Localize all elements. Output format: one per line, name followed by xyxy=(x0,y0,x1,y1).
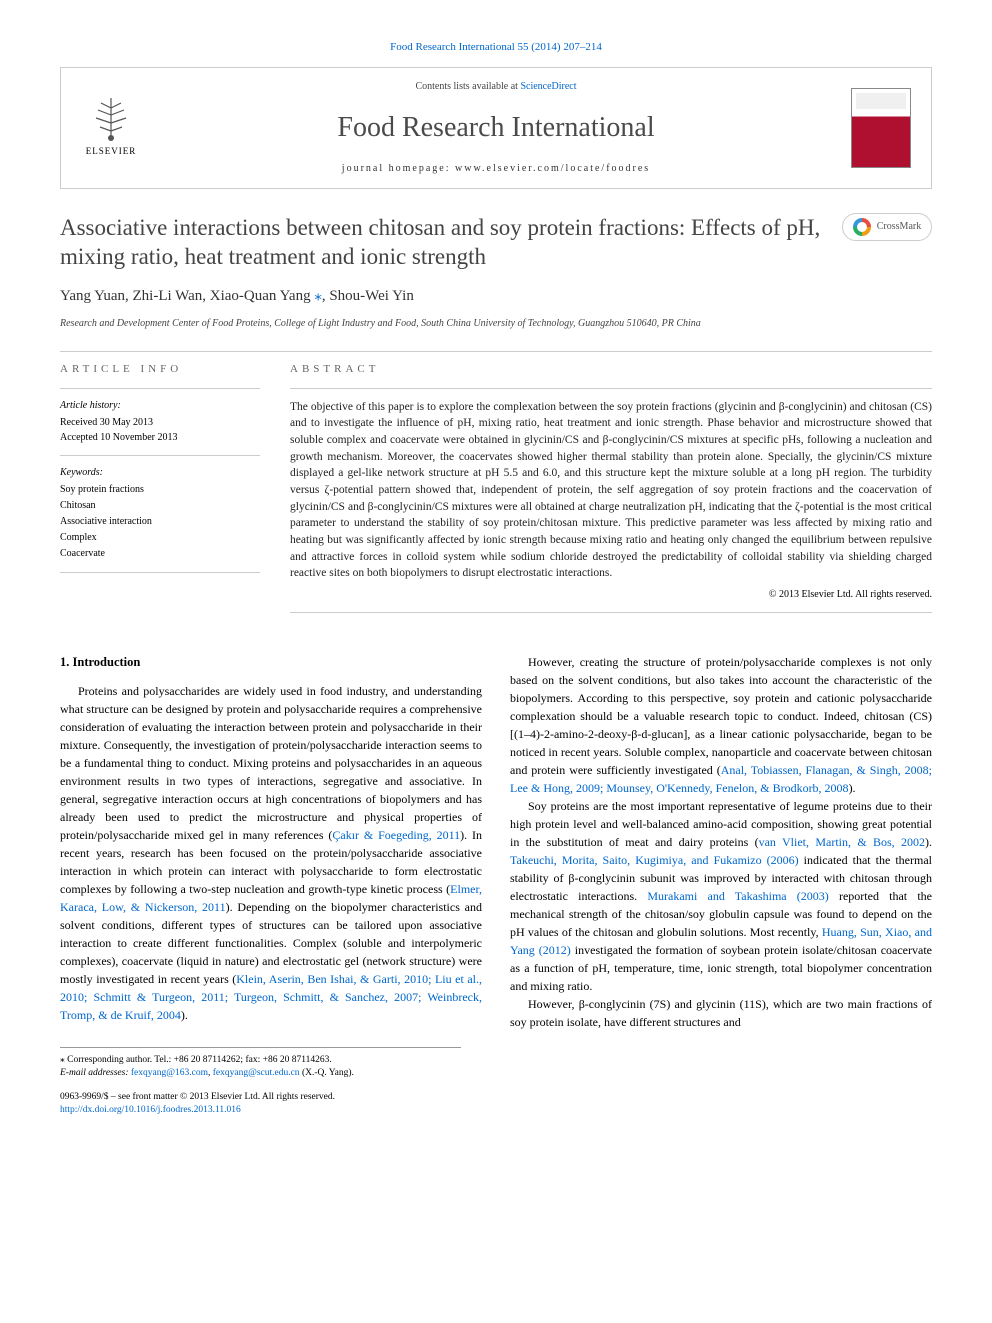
keyword: Soy protein fractions xyxy=(60,482,260,498)
body-text: However, creating the structure of prote… xyxy=(510,655,932,777)
affiliation: Research and Development Center of Food … xyxy=(60,317,932,331)
issn-line: 0963-9969/$ – see front matter © 2013 El… xyxy=(60,1091,335,1104)
body-text: ). xyxy=(925,835,932,849)
abstract-column: ABSTRACT The objective of this paper is … xyxy=(290,362,932,623)
email-footnote: E-mail addresses: fexqyang@163.com, fexq… xyxy=(60,1067,461,1080)
corresponding-author-footnote: ⁎ Corresponding author. Tel.: +86 20 871… xyxy=(60,1054,461,1067)
email-link[interactable]: fexqyang@163.com xyxy=(131,1068,208,1078)
received-date: Received 30 May 2013 xyxy=(60,415,260,430)
divider xyxy=(60,455,260,456)
keywords-list: Soy protein fractions Chitosan Associati… xyxy=(60,482,260,562)
abstract-text: The objective of this paper is to explor… xyxy=(290,399,932,582)
history-label: Article history: xyxy=(60,399,260,413)
body-text: investigated the formation of soybean pr… xyxy=(510,943,932,993)
section-heading-intro: 1. Introduction xyxy=(60,653,482,672)
body-paragraph: Proteins and polysaccharides are widely … xyxy=(60,682,482,1024)
article-title: Associative interactions between chitosa… xyxy=(60,213,932,273)
accepted-date: Accepted 10 November 2013 xyxy=(60,430,260,445)
corresponding-author-marker[interactable]: ⁎ xyxy=(314,288,322,304)
footer-left: 0963-9969/$ – see front matter © 2013 El… xyxy=(60,1091,335,1118)
homepage-line: journal homepage: www.elsevier.com/locat… xyxy=(141,162,851,176)
divider xyxy=(60,388,260,389)
article-header: CrossMark Associative interactions betwe… xyxy=(60,213,932,332)
authors-line: Yang Yuan, Zhi-Li Wan, Xiao-Quan Yang ⁎,… xyxy=(60,286,932,307)
body-text: Proteins and polysaccharides are widely … xyxy=(60,684,482,842)
keyword: Associative interaction xyxy=(60,514,260,530)
citation-link[interactable]: Çakır & Foegeding, 2011 xyxy=(332,828,460,842)
footnotes: ⁎ Corresponding author. Tel.: +86 20 871… xyxy=(60,1047,461,1081)
page-footer: 0963-9969/$ – see front matter © 2013 El… xyxy=(60,1091,932,1118)
divider xyxy=(60,572,260,573)
divider xyxy=(290,612,932,613)
crossmark-icon xyxy=(853,218,871,236)
keywords-label: Keywords: xyxy=(60,466,260,480)
email-link[interactable]: fexqyang@scut.edu.cn xyxy=(213,1068,300,1078)
keyword: Chitosan xyxy=(60,498,260,514)
authors-tail: , Shou-Wei Yin xyxy=(322,288,414,304)
divider xyxy=(60,351,932,352)
homepage-prefix: journal homepage: xyxy=(342,163,455,174)
abstract-copyright: © 2013 Elsevier Ltd. All rights reserved… xyxy=(290,588,932,602)
abstract-heading: ABSTRACT xyxy=(290,362,932,377)
journal-reference: Food Research International 55 (2014) 20… xyxy=(60,40,932,55)
keyword: Coacervate xyxy=(60,546,260,562)
publisher-name: ELSEVIER xyxy=(86,145,137,158)
elsevier-logo: ELSEVIER xyxy=(81,93,141,163)
contents-prefix: Contents lists available at xyxy=(415,81,520,92)
body-paragraph: However, creating the structure of prote… xyxy=(510,653,932,797)
doi-link[interactable]: http://dx.doi.org/10.1016/j.foodres.2013… xyxy=(60,1105,241,1115)
journal-header: ELSEVIER Contents lists available at Sci… xyxy=(60,67,932,188)
crossmark-badge[interactable]: CrossMark xyxy=(842,213,932,241)
divider xyxy=(290,388,932,389)
header-center: Contents lists available at ScienceDirec… xyxy=(141,80,851,175)
main-body: 1. Introduction Proteins and polysacchar… xyxy=(60,653,932,1031)
citation-link[interactable]: van Vliet, Martin, & Bos, 2002 xyxy=(759,835,925,849)
homepage-url: www.elsevier.com/locate/foodres xyxy=(455,163,650,174)
email-tail: (X.-Q. Yang). xyxy=(300,1068,354,1078)
journal-cover-thumbnail xyxy=(851,88,911,168)
contents-line: Contents lists available at ScienceDirec… xyxy=(141,80,851,94)
body-paragraph: However, β-conglycinin (7S) and glycinin… xyxy=(510,995,932,1031)
body-text: ). xyxy=(181,1008,188,1022)
journal-title: Food Research International xyxy=(141,108,851,147)
crossmark-label: CrossMark xyxy=(877,220,921,234)
citation-link[interactable]: Murakami and Takashima (2003) xyxy=(647,889,828,903)
citation-link[interactable]: Takeuchi, Morita, Saito, Kugimiya, and F… xyxy=(510,853,799,867)
keyword: Complex xyxy=(60,530,260,546)
sciencedirect-link[interactable]: ScienceDirect xyxy=(520,81,576,92)
article-info-column: ARTICLE INFO Article history: Received 3… xyxy=(60,362,260,623)
elsevier-tree-icon xyxy=(86,93,136,143)
email-label: E-mail addresses: xyxy=(60,1068,129,1078)
authors-names: Yang Yuan, Zhi-Li Wan, Xiao-Quan Yang xyxy=(60,288,311,304)
info-abstract-row: ARTICLE INFO Article history: Received 3… xyxy=(60,362,932,623)
article-info-heading: ARTICLE INFO xyxy=(60,362,260,377)
body-paragraph: Soy proteins are the most important repr… xyxy=(510,797,932,995)
body-text: ). xyxy=(849,781,856,795)
